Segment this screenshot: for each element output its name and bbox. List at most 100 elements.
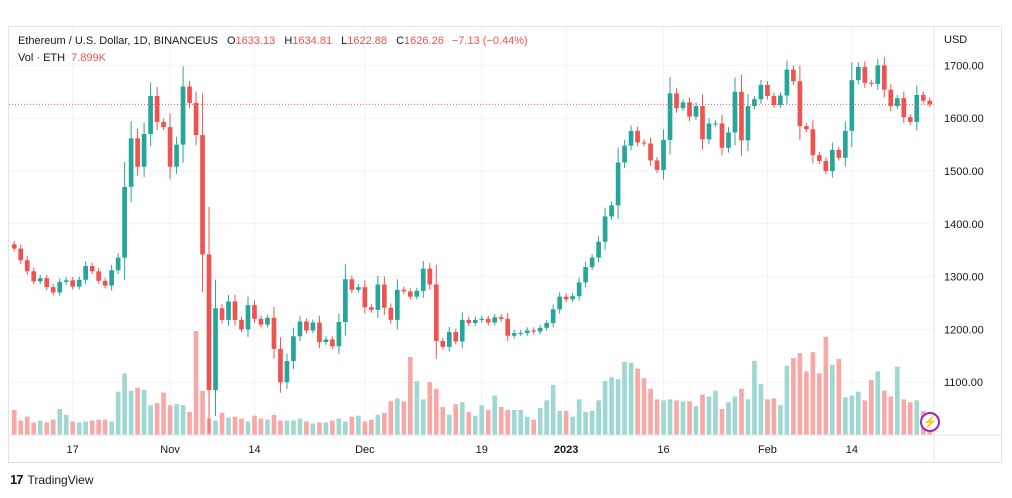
candle-body <box>609 205 614 217</box>
volume-bar <box>349 416 355 435</box>
volume-bar <box>784 365 790 435</box>
candle-body <box>648 143 653 161</box>
candle-body <box>583 267 588 283</box>
volume-bar <box>804 371 809 435</box>
candle-body <box>291 336 296 362</box>
candle-body <box>401 289 407 292</box>
volume-bar <box>252 415 257 435</box>
candle-body <box>479 318 485 320</box>
volume-bar <box>596 400 601 435</box>
open-value: 1633.13 <box>235 35 276 47</box>
candle-body <box>661 139 666 170</box>
candle-body <box>466 319 472 324</box>
volume-bar <box>167 405 173 435</box>
volume-bar <box>492 395 498 435</box>
currency-label[interactable]: USD <box>944 34 968 46</box>
volume-bar <box>739 388 744 435</box>
volume-bar <box>641 378 647 435</box>
candle-body <box>50 287 56 293</box>
candle-body <box>343 279 348 323</box>
low-value: 1622.88 <box>347 35 388 47</box>
candle-body <box>868 82 874 84</box>
x-tick-label: 14 <box>248 444 260 456</box>
volume-bar <box>148 405 153 435</box>
candle-body <box>167 127 173 167</box>
candle-body <box>797 81 803 127</box>
candle-body <box>693 106 699 117</box>
candle-body <box>726 132 731 148</box>
volume-bar <box>407 357 413 435</box>
candle-body <box>830 149 835 171</box>
volume-bar <box>544 400 550 435</box>
candle-body <box>63 280 69 282</box>
y-tick-label: 1600.00 <box>944 113 984 125</box>
volume-bar <box>57 409 63 435</box>
candle-body <box>109 270 114 286</box>
volume-bars <box>11 331 933 435</box>
candle-body <box>96 271 101 281</box>
volume-bar <box>388 401 394 435</box>
candle-body <box>336 322 342 347</box>
lightning-icon[interactable]: ⚡ <box>920 412 940 432</box>
volume-bar <box>778 405 783 435</box>
candle-body <box>667 93 673 140</box>
candle-body <box>141 134 147 167</box>
candle-body <box>148 96 153 135</box>
candle-body <box>836 149 842 158</box>
volume-bar <box>336 418 342 435</box>
volume-bar <box>50 419 56 435</box>
volume-bar <box>265 419 270 435</box>
candle-body <box>115 257 121 271</box>
candle-body <box>245 305 251 330</box>
candle-body <box>472 319 478 324</box>
chart-frame[interactable]: 1100.00 1200.00 1300.00 1400.00 1500.00 1600.… <box>8 26 1002 463</box>
volume-bar <box>518 409 524 435</box>
volume-bar <box>485 409 491 435</box>
candle-body <box>407 291 413 297</box>
candle-body <box>252 305 257 319</box>
volume-bar <box>907 402 913 435</box>
x-tick-label: 19 <box>476 444 488 456</box>
volume-bar <box>44 422 50 435</box>
volume-bar <box>284 420 290 435</box>
tradingview-logo[interactable]: 17 TradingView <box>10 472 94 487</box>
candle-body <box>180 86 186 145</box>
candle-body <box>440 341 446 347</box>
volume-bar <box>213 420 218 435</box>
volume-bar <box>37 420 43 435</box>
volume-bar <box>466 411 472 435</box>
open-label: O <box>226 35 236 47</box>
volume-bar <box>420 399 426 435</box>
candle-body <box>680 102 686 109</box>
candle-body <box>446 332 452 347</box>
volume-bar <box>609 377 614 435</box>
candle-body <box>498 317 504 319</box>
candle-body <box>862 66 868 83</box>
candle-body <box>394 289 400 320</box>
candle-body <box>615 162 621 206</box>
price-axis[interactable]: 1100.00 1200.00 1300.00 1400.00 1500.00 1600.… <box>944 60 984 389</box>
candle-body <box>323 339 329 343</box>
volume-bar <box>914 400 920 435</box>
volume-bar <box>888 396 894 435</box>
candle-body <box>420 268 426 291</box>
volume-bar <box>187 411 192 435</box>
volume-bar <box>830 364 835 435</box>
candle-body <box>810 129 816 156</box>
candle-body <box>362 287 368 308</box>
symbol-legend: Ethereum / U.S. Dollar, 1D, BINANCEUS O1… <box>18 35 528 47</box>
volume-bar <box>304 421 309 435</box>
candle-body <box>206 254 212 391</box>
volume-bar <box>843 397 848 435</box>
volume-bar <box>323 422 329 435</box>
candlestick-chart[interactable]: 1100.00 1200.00 1300.00 1400.00 1500.00 1600.… <box>9 27 1001 462</box>
volume-bar <box>89 420 95 435</box>
candle-body <box>784 69 790 96</box>
volume-bar <box>433 388 439 435</box>
candle-body <box>271 317 277 349</box>
candle-body <box>920 94 926 101</box>
volume-bar <box>836 358 842 435</box>
time-axis[interactable]: 17 Nov 14 Dec 19 2023 16 Feb 14 <box>67 444 858 456</box>
volume-bar <box>700 394 705 435</box>
volume-bar <box>31 422 37 435</box>
